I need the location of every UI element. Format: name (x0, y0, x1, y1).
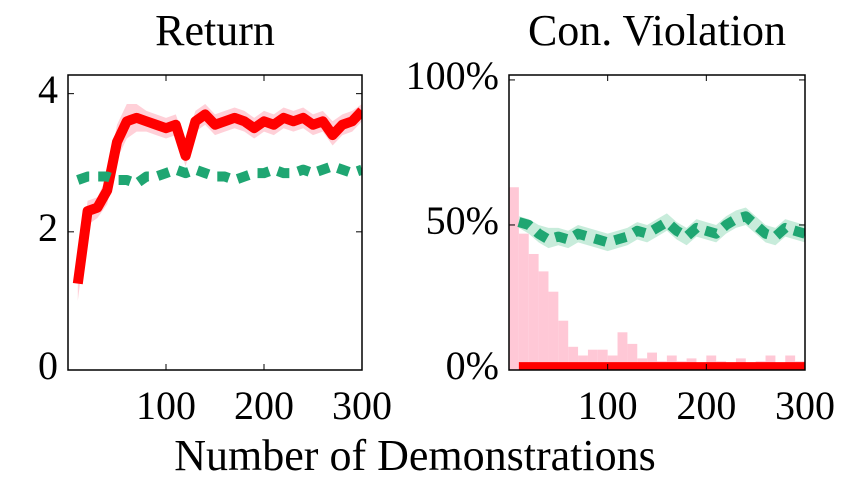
x-tick-label: 300 (775, 383, 835, 428)
plot-area (509, 187, 805, 370)
series-line (76, 161, 362, 189)
histogram-bar (528, 253, 539, 370)
histogram-bar (627, 343, 638, 370)
x-tick-label: 200 (234, 383, 294, 428)
plot-area (72, 104, 362, 301)
histogram-bar (558, 320, 569, 370)
histogram-bar (518, 233, 529, 370)
axes-frame (508, 74, 806, 371)
x-tick-label: 100 (578, 383, 638, 428)
error-band (77, 104, 362, 301)
y-tick-label: 0% (446, 343, 499, 388)
histogram-bar (617, 332, 628, 370)
chart-title: Con. Violation (528, 6, 786, 55)
y-tick-label: 100% (406, 53, 499, 98)
histogram-bar (538, 271, 549, 370)
chart-title: Return (155, 6, 275, 55)
x-tick-label: 200 (676, 383, 736, 428)
x-tick-label: 100 (136, 383, 196, 428)
histogram-bar (568, 346, 579, 370)
histogram-bar (548, 291, 559, 370)
histogram-bar (509, 187, 519, 370)
y-tick-label: 2 (38, 205, 58, 250)
histogram-bar (647, 352, 657, 370)
histogram-bar (597, 349, 608, 370)
y-tick-label: 0 (38, 343, 58, 388)
x-axis-label: Number of Demonstrations (174, 431, 655, 480)
y-tick-label: 50% (426, 198, 499, 243)
y-tick-label: 4 (38, 67, 58, 112)
series-line (72, 107, 362, 285)
x-tick-label: 300 (332, 383, 392, 428)
series-line (517, 211, 805, 248)
histogram-bar (587, 349, 598, 370)
axes-frame (67, 74, 363, 371)
